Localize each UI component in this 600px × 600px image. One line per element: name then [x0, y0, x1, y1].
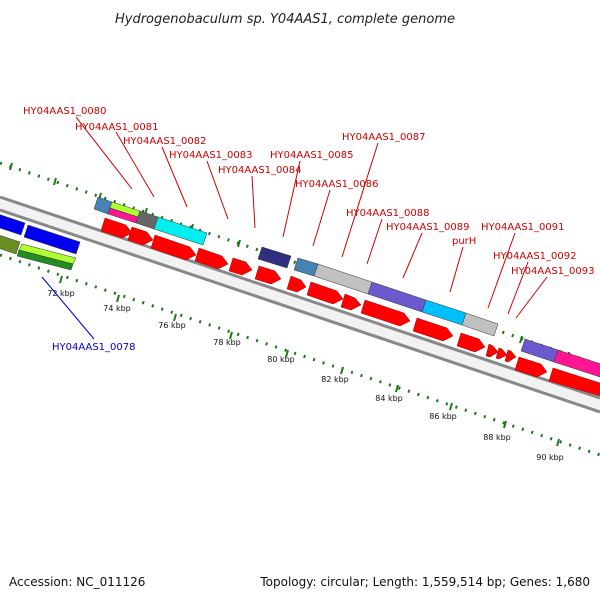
gene-arrow: [495, 347, 508, 360]
scale-tick: [395, 384, 399, 393]
leader-line: [161, 146, 188, 208]
gene-arrow: [548, 367, 600, 397]
major-tick: [9, 162, 13, 171]
leader-line: [366, 218, 383, 265]
leader-line: [206, 160, 229, 220]
major-tick: [519, 335, 523, 344]
gene-arrow: [504, 349, 517, 363]
scale-label: 90 kbp: [536, 453, 564, 462]
backbone-band: [0, 197, 600, 412]
gene-arrow: [456, 332, 486, 353]
outer-gene-arrows: [100, 217, 600, 397]
scale-tick: [556, 438, 560, 447]
leader-line: [251, 175, 256, 229]
scale-tick: [285, 349, 289, 358]
gene-feature: [257, 246, 292, 269]
outer-feature-track: [0, 196, 600, 378]
leader-line: [487, 232, 516, 309]
leader-line: [341, 142, 379, 258]
gene-arrow: [286, 275, 307, 293]
scale-tick: [229, 331, 233, 340]
gene-arrow: [194, 247, 229, 270]
gene-arrow: [228, 257, 253, 276]
gene-label: HY04AAS1_0084: [218, 165, 301, 176]
leader-line: [41, 276, 95, 340]
gene-arrow: [100, 217, 133, 239]
gene-label: HY04AAS1_0088: [346, 208, 429, 219]
leader-line: [507, 261, 529, 315]
gene-label: HY04AAS1_0081: [75, 122, 158, 133]
topology-summary-text: Topology: circular; Length: 1,559,514 bp…: [259, 575, 590, 589]
label-leader-lines: [41, 116, 548, 340]
leader-line: [402, 232, 423, 279]
gene-label: HY04AAS1_0082: [123, 136, 206, 147]
leader-line: [515, 276, 548, 319]
gene-arrow: [412, 317, 454, 342]
scale-label: 82 kbp: [321, 375, 349, 384]
map-title: Hydrogenobaculum sp. Y04AAS1, complete g…: [115, 12, 455, 27]
scale-label: 78 kbp: [213, 338, 241, 347]
gene-feature: [153, 216, 208, 246]
gene-label: HY04AAS1_0078: [52, 342, 135, 353]
scale-tick: [59, 275, 63, 284]
gene-feature: [421, 299, 467, 326]
gene-label: HY04AAS1_0089: [386, 222, 469, 233]
gene-label: HY04AAS1_0092: [493, 251, 576, 262]
backbone-upper-edge: [0, 195, 600, 400]
backbone-lower-edge: [0, 208, 600, 414]
gene-label: purH: [452, 236, 476, 247]
gene-label: HY04AAS1_0080: [23, 106, 106, 117]
inner-scale-ring: 72 kbp 74 kbp 76 kbp 78 kbp 80 kbp 82 kb…: [0, 253, 600, 462]
leader-line: [449, 246, 464, 293]
gene-arrow: [485, 343, 499, 358]
scale-tick: [340, 366, 344, 375]
gene-feature: [461, 312, 499, 337]
gene-feature: [0, 235, 21, 255]
gene-arrow: [514, 356, 548, 378]
inner-feature-track: [0, 224, 81, 271]
gene-arrow: [127, 226, 154, 246]
accession-text: Accession: NC_011126: [9, 575, 145, 589]
scale-label: 72 kbp: [47, 289, 75, 298]
scale-label: 86 kbp: [429, 412, 457, 421]
gene-feature: [553, 349, 600, 378]
scale-tick: [503, 420, 507, 429]
leader-line: [312, 189, 331, 247]
scale-label: 74 kbp: [103, 304, 131, 313]
gene-arrow: [254, 265, 282, 285]
gene-label: HY04AAS1_0087: [342, 132, 425, 143]
leader-line: [282, 160, 301, 238]
major-tick: [53, 177, 57, 186]
gene-feature: [520, 338, 559, 363]
scale-tick: [449, 402, 453, 411]
gene-label: HY04AAS1_0091: [481, 222, 564, 233]
gene-label: HY04AAS1_0085: [270, 150, 353, 161]
gene-arrow: [340, 293, 362, 311]
gene-label: HY04AAS1_0093: [511, 266, 594, 277]
gene-arrow: [150, 234, 197, 261]
scale-label: 80 kbp: [267, 355, 295, 364]
gene-feature: [23, 224, 81, 255]
scale-tick: [173, 313, 177, 322]
leader-line: [115, 131, 155, 198]
genome-backbone: [0, 195, 600, 414]
scale-tick: [116, 294, 120, 303]
gene-arrow: [306, 281, 344, 305]
major-tick: [237, 239, 241, 248]
gene-label: HY04AAS1_0086: [295, 179, 378, 190]
gene-arrow: [360, 299, 411, 327]
gene-label: HY04AAS1_0083: [169, 150, 252, 161]
leader-line: [75, 116, 133, 190]
gene-feature: [0, 214, 26, 236]
gene-labels: HY04AAS1_0080 HY04AAS1_0081 HY04AAS1_008…: [23, 106, 594, 353]
gene-feature: [293, 257, 319, 277]
scale-label: 88 kbp: [483, 433, 511, 442]
scale-label: 76 kbp: [158, 321, 186, 330]
gene-feature: [16, 249, 74, 271]
scale-label: 84 kbp: [375, 394, 403, 403]
